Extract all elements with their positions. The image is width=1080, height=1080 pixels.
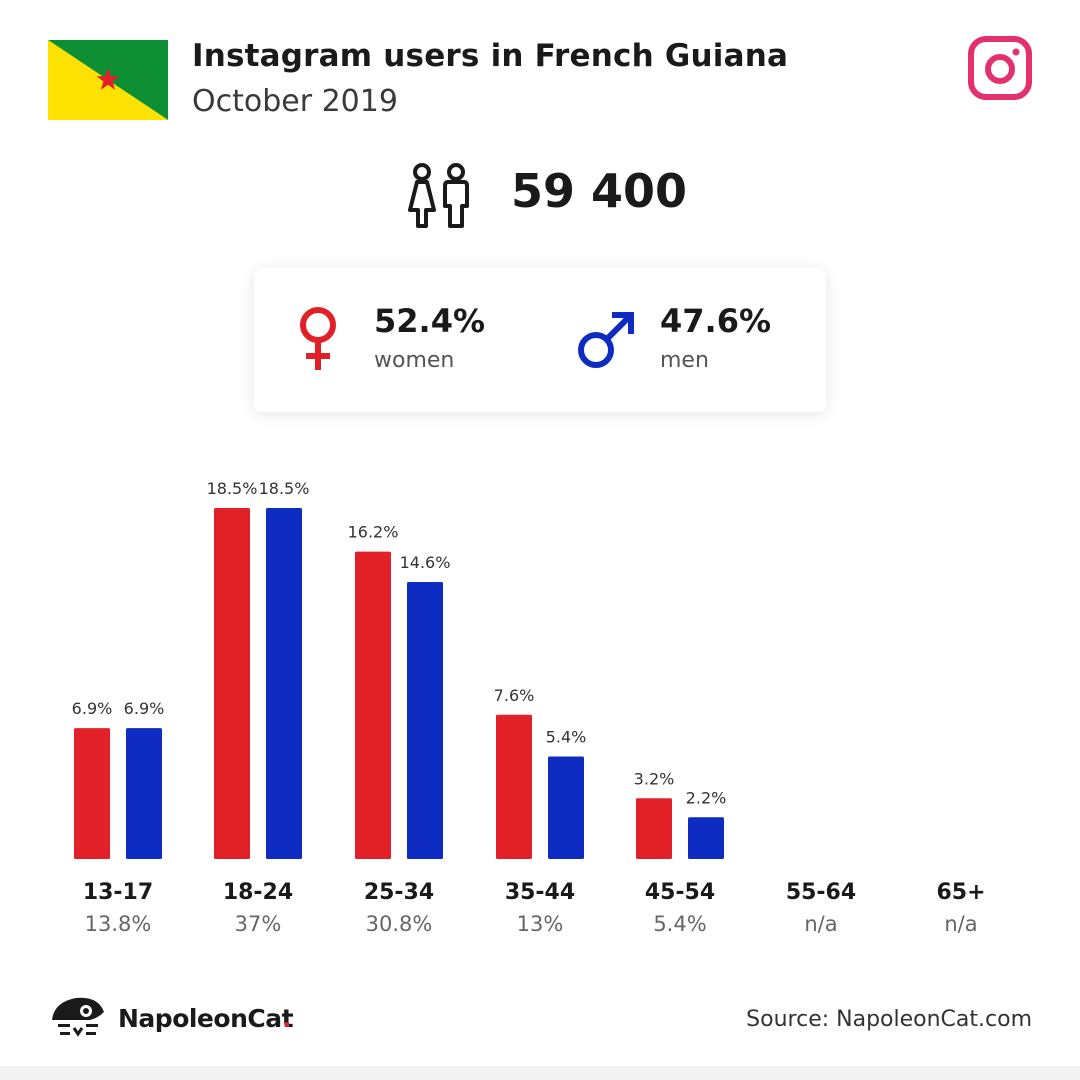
men-bar-45-54 <box>688 817 724 859</box>
age-group-total: n/a <box>944 912 977 936</box>
women-bar-13-17 <box>74 728 110 859</box>
people-icon <box>408 163 469 228</box>
brand-dot: . <box>282 1004 292 1033</box>
men-value-label: 18.5% <box>259 479 310 498</box>
men-label: men <box>660 348 709 373</box>
men-bar-18-24 <box>266 508 302 859</box>
page-subtitle: October 2019 <box>192 84 398 119</box>
women-bar-25-34 <box>355 551 391 859</box>
age-group-total: 13.8% <box>85 912 152 936</box>
women-bar-45-54 <box>636 798 672 859</box>
women-bar-18-24 <box>214 508 250 859</box>
age-group-label: 65+ <box>936 880 985 905</box>
men-value-label: 5.4% <box>546 728 587 747</box>
age-group-total: 5.4% <box>653 912 706 936</box>
age-group-total: n/a <box>804 912 837 936</box>
page-title: Instagram users in French Guiana <box>192 38 789 74</box>
women-label: women <box>374 348 455 373</box>
footer-strip <box>0 1066 1080 1080</box>
female-symbol-icon <box>300 307 336 370</box>
women-value-label: 6.9% <box>72 699 113 718</box>
men-bar-13-17 <box>126 728 162 859</box>
women-bar-35-44 <box>496 714 532 859</box>
napoleoncat-logo-icon <box>52 997 104 1037</box>
age-group-total: 37% <box>235 912 282 936</box>
total-users: 59 400 <box>511 164 688 218</box>
men-value-label: 2.2% <box>686 788 727 807</box>
men-value-label: 6.9% <box>124 699 165 718</box>
men-value-label: 14.6% <box>400 553 451 572</box>
age-group-label: 35-44 <box>505 880 575 905</box>
women-percentage: 52.4% <box>374 302 486 340</box>
source-credit: Source: NapoleonCat.com <box>746 1007 1032 1032</box>
women-value-label: 3.2% <box>634 769 675 788</box>
men-percentage: 47.6% <box>660 302 772 340</box>
gender-split-card: 52.4% women 47.6% men <box>254 268 826 412</box>
women-value-label: 16.2% <box>348 523 399 542</box>
age-group-label: 13-17 <box>83 880 153 905</box>
age-group-label: 55-64 <box>786 880 856 905</box>
women-value-label: 7.6% <box>494 686 535 705</box>
women-value-label: 18.5% <box>207 479 258 498</box>
age-group-label: 25-34 <box>364 880 434 905</box>
instagram-icon <box>968 36 1032 100</box>
age-group-label: 18-24 <box>223 880 293 905</box>
french-guiana-flag-icon <box>48 40 168 120</box>
age-group-label: 45-54 <box>645 880 715 905</box>
age-gender-bar-chart: 6.9% 6.9% 13-17 13.8% 18.5% 18.5% 18-24 37% 16.2… <box>72 479 986 936</box>
men-bar-35-44 <box>548 756 584 859</box>
brand-name: NapoleonCat <box>118 1004 294 1033</box>
age-group-total: 30.8% <box>366 912 433 936</box>
age-group-total: 13% <box>517 912 564 936</box>
men-bar-25-34 <box>407 581 443 859</box>
male-symbol-icon <box>578 312 634 368</box>
